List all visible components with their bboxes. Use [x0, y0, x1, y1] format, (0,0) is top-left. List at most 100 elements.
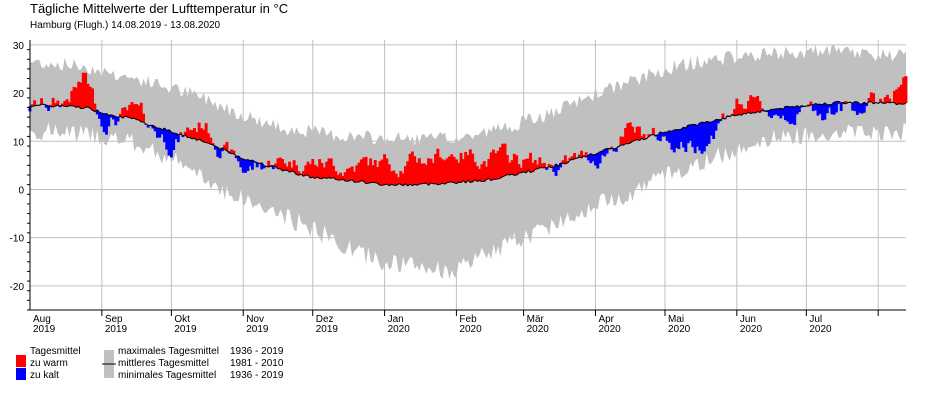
warm-anomaly-bar — [373, 160, 377, 183]
warm-anomaly-bar — [350, 166, 354, 180]
cold-anomaly-bar — [675, 129, 679, 148]
mean-line-layer — [29, 100, 907, 187]
warm-anomaly-bar — [420, 163, 424, 184]
warm-anomaly-bar — [404, 166, 407, 184]
warm-anomaly-bar — [883, 97, 887, 104]
warm-anomaly-bar — [886, 94, 889, 103]
warm-anomaly-bar — [88, 86, 92, 109]
warm-anomaly-bar — [200, 128, 203, 141]
warm-anomaly-bar — [461, 159, 465, 181]
y-tick-label: 10 — [13, 137, 25, 148]
warm-anomaly-bar — [399, 171, 403, 185]
cold-anomaly-bar — [545, 167, 549, 170]
x-month-label: Okt — [174, 314, 190, 325]
warm-anomaly-bar — [452, 156, 456, 183]
cold-anomaly-bar — [851, 103, 855, 111]
cold-anomaly-bar — [153, 126, 157, 132]
cold-anomaly-bar — [596, 153, 600, 169]
legend-cold-label: zu kalt — [30, 370, 59, 381]
warm-anomaly-bar — [348, 167, 352, 181]
warm-anomaly-bar — [91, 88, 95, 111]
warm-anomaly-bar — [737, 104, 741, 115]
warm-anomaly-bar — [341, 176, 345, 180]
warm-anomaly-bar — [844, 101, 848, 104]
x-year-label: 2020 — [388, 324, 411, 335]
warm-anomaly-bar — [626, 123, 630, 144]
cold-anomaly-bar — [47, 105, 51, 111]
cold-anomaly-bar — [559, 163, 563, 168]
warm-anomaly-bar — [526, 158, 530, 171]
warm-anomaly-bar — [434, 153, 438, 184]
x-month-label: Jun — [740, 314, 756, 325]
warm-anomaly-bar — [533, 159, 537, 170]
warm-anomaly-bar — [478, 168, 482, 181]
warm-anomaly-bar — [334, 171, 338, 180]
warm-anomaly-bar — [760, 108, 764, 111]
warm-anomaly-bar — [123, 107, 127, 117]
warm-anomaly-bar — [749, 95, 753, 114]
warm-anomaly-bar — [74, 87, 78, 108]
warm-anomaly-bar — [93, 103, 97, 112]
warm-anomaly-bar — [747, 101, 750, 113]
warm-anomaly-bar — [313, 164, 317, 179]
warm-anomaly-bar — [733, 109, 737, 116]
warm-anomaly-bar — [522, 159, 526, 172]
warm-anomaly-bar — [40, 98, 44, 105]
cold-anomaly-bar — [791, 106, 794, 124]
warm-anomaly-bar — [369, 158, 373, 183]
warm-anomaly-bar — [343, 172, 347, 181]
cold-anomaly-bar — [58, 106, 62, 108]
cold-anomaly-bar — [218, 149, 222, 159]
warm-anomaly-bar — [318, 159, 322, 179]
x-month-label: Feb — [459, 314, 477, 325]
cold-anomaly-bar — [246, 159, 250, 171]
warm-anomaly-bar — [438, 157, 442, 185]
cold-anomaly-bar — [589, 153, 593, 164]
legend-min-years: 1936 - 2019 — [230, 370, 284, 381]
warm-anomaly-bar — [635, 126, 639, 140]
legend-min-label: minimales Tagesmittel — [118, 370, 217, 381]
warm-anomaly-bar — [807, 104, 811, 106]
warm-anomaly-bar — [311, 159, 315, 178]
cold-anomaly-bar — [693, 124, 697, 154]
warm-anomaly-bar — [577, 154, 581, 157]
cold-anomaly-bar — [686, 125, 690, 144]
cold-anomaly-bar — [220, 147, 224, 152]
x-year-label: 2020 — [740, 324, 763, 335]
warm-anomaly-bar — [281, 159, 285, 171]
warm-anomaly-bar — [320, 162, 324, 179]
warm-anomaly-bar — [285, 166, 289, 171]
cold-anomaly-bar — [98, 112, 102, 119]
warm-anomaly-bar — [524, 158, 528, 173]
legend-tagesmittel: Tagesmittel — [30, 346, 81, 357]
cold-anomaly-bar — [556, 166, 560, 171]
warm-anomaly-bar — [359, 159, 363, 181]
warm-anomaly-bar — [86, 83, 90, 108]
y-tick-label: 0 — [18, 185, 24, 196]
legend-max-years: 1936 - 2019 — [230, 346, 284, 357]
warm-anomaly-bar — [879, 98, 883, 102]
cold-anomaly-bar — [691, 124, 695, 148]
warm-anomaly-bar — [563, 155, 567, 164]
warm-anomaly-bar — [529, 152, 533, 173]
warm-anomaly-bar — [735, 98, 739, 116]
warm-anomaly-bar — [309, 164, 312, 178]
cold-anomaly-bar — [767, 110, 771, 117]
cold-anomaly-bar — [169, 132, 173, 158]
warm-anomaly-bar — [132, 104, 136, 119]
x-year-label: 2019 — [105, 324, 128, 335]
warm-anomaly-bar — [204, 123, 208, 143]
cold-anomaly-bar — [800, 105, 804, 108]
legend-cold-swatch — [16, 368, 26, 380]
cold-anomaly-bar — [716, 119, 720, 124]
x-year-label: 2019 — [316, 324, 339, 335]
chart-title: Tägliche Mittelwerte der Lufttemperatur … — [30, 1, 289, 16]
warm-anomaly-bar — [387, 164, 391, 186]
warm-anomaly-bar — [512, 153, 516, 176]
warm-anomaly-bar — [56, 100, 60, 106]
y-tick-label: 20 — [13, 89, 25, 100]
warm-anomaly-bar — [809, 101, 813, 105]
warm-anomaly-bar — [638, 126, 641, 141]
warm-anomaly-bar — [505, 155, 509, 175]
warm-anomaly-bar — [378, 161, 382, 186]
